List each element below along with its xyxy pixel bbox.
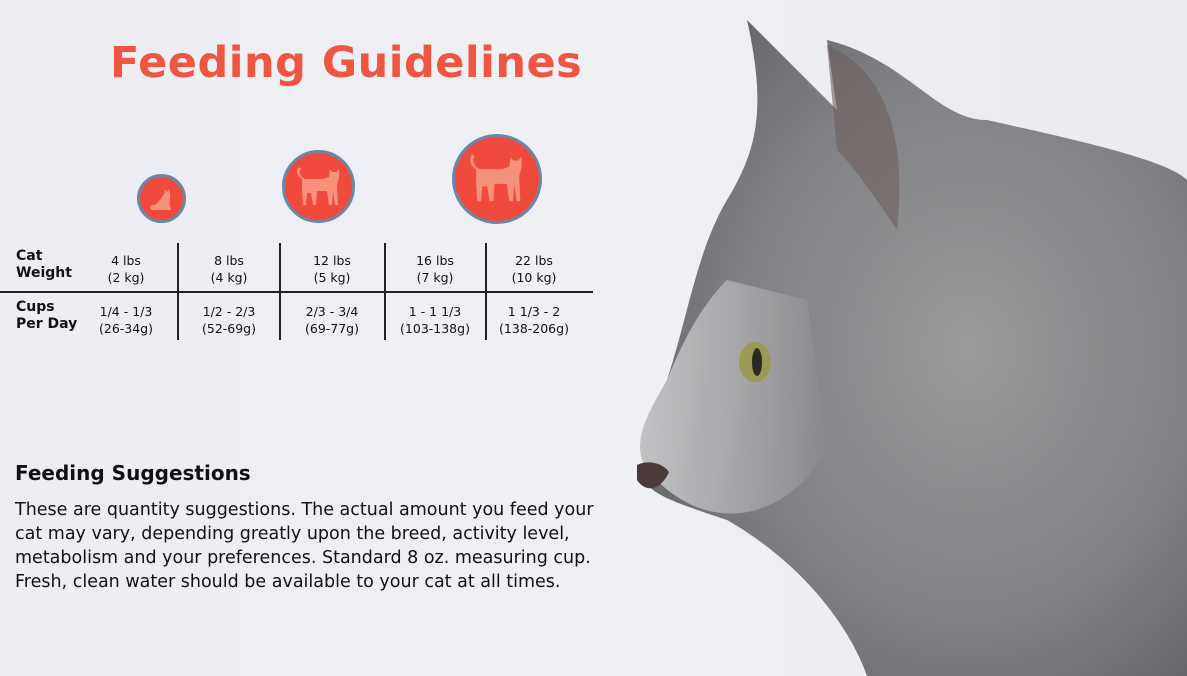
cell-lbs: 16 lbs: [416, 253, 454, 268]
table-divider: [0, 291, 593, 293]
cell-kg: (7 kg): [416, 270, 454, 285]
cell-grams: (69-77g): [304, 321, 359, 336]
column-divider: [384, 243, 386, 340]
cell-cups: 2/3 - 3/4: [305, 304, 359, 319]
label-line: Cat: [16, 248, 43, 264]
cat-standing-large-icon: [452, 134, 542, 224]
column-divider: [177, 243, 179, 340]
cell-cups: 1 - 1 1/3: [408, 304, 462, 319]
column-divider: [485, 243, 487, 340]
row-label-weight: Cat Weight: [16, 248, 72, 282]
row-label-cups: Cups Per Day: [16, 299, 77, 333]
cell-grams: (103-138g): [400, 321, 470, 336]
label-line: Cups: [16, 299, 55, 315]
cell-cups: 1/2 - 2/3: [202, 304, 256, 319]
column-divider: [279, 243, 281, 340]
cell-lbs: 12 lbs: [313, 253, 351, 268]
cell-kg: (4 kg): [210, 270, 248, 285]
cell-cups: 1 1/3 - 2: [507, 304, 561, 319]
page-title: Feeding Guidelines: [110, 38, 583, 88]
suggestions-title: Feeding Suggestions: [15, 461, 251, 485]
cell-kg: (5 kg): [313, 270, 351, 285]
cell-lbs: 8 lbs: [214, 253, 244, 268]
cell-grams: (26-34g): [98, 321, 153, 336]
cat-standing-icon: [282, 150, 355, 223]
cat-photo: [637, 20, 1187, 676]
cell-kg: (2 kg): [107, 270, 145, 285]
cell-kg: (10 kg): [511, 270, 557, 285]
label-line: Weight: [16, 265, 72, 281]
cell-lbs: 4 lbs: [111, 253, 141, 268]
cell-cups: 1/4 - 1/3: [99, 304, 153, 319]
suggestions-body: These are quantity suggestions. The actu…: [15, 500, 594, 592]
label-line: Per Day: [16, 316, 78, 332]
cell-grams: (52-69g): [201, 321, 256, 336]
cell-lbs: 22 lbs: [515, 253, 553, 268]
cat-sitting-icon: [137, 174, 186, 223]
cell-grams: (138-206g): [499, 321, 569, 336]
